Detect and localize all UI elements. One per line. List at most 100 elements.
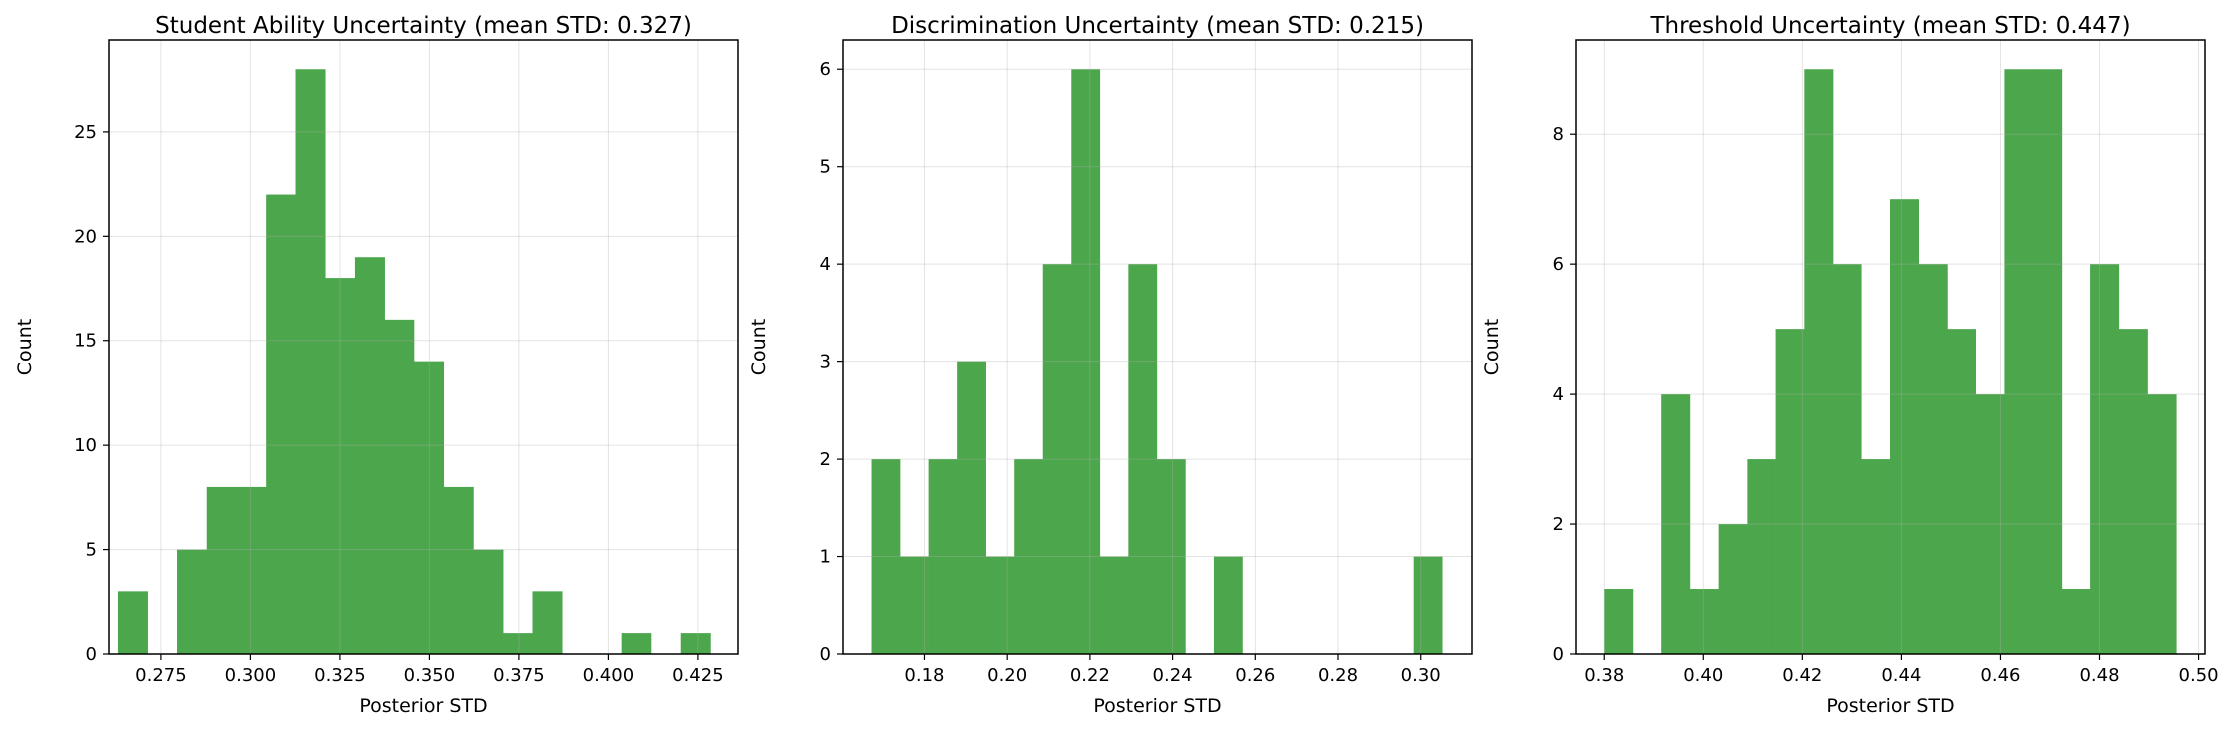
x-tick-label: 0.30 <box>1401 665 1441 686</box>
histogram-bar <box>443 486 474 654</box>
histogram-bar <box>1861 459 1891 654</box>
histogram-bar <box>325 278 356 654</box>
histogram-bar <box>1804 69 1834 654</box>
x-tick-label: 0.46 <box>1980 665 2020 686</box>
histogram-bar <box>1661 394 1691 654</box>
y-tick-label: 6 <box>820 59 831 80</box>
histogram-bar <box>354 257 385 654</box>
y-tick-label: 6 <box>1553 254 1564 275</box>
axes-frame <box>108 39 739 655</box>
chart-title: Discrimination Uncertainty (mean STD: 0.… <box>891 13 1424 39</box>
histogram-bar <box>985 556 1015 654</box>
y-tick-label: 15 <box>74 331 97 352</box>
histogram-bar <box>1947 329 1976 654</box>
histogram-bar <box>266 194 296 654</box>
y-tick-label: 0 <box>1553 644 1564 665</box>
y-tick-label: 20 <box>74 226 97 247</box>
x-tick-label: 0.18 <box>904 665 944 686</box>
histogram-bar <box>1128 264 1158 654</box>
x-axis-label: Posterior STD <box>359 695 487 717</box>
y-tick-label: 4 <box>820 254 831 275</box>
y-tick-label: 0 <box>86 644 97 665</box>
histogram-bar <box>177 549 208 654</box>
histogram-bar <box>1213 556 1243 654</box>
histogram-bar <box>1071 69 1101 654</box>
histogram-bar <box>928 459 958 654</box>
x-tick-label: 0.350 <box>404 665 456 686</box>
histogram-bar <box>2004 69 2034 654</box>
x-tick-label: 0.325 <box>314 665 366 686</box>
x-tick-label: 0.24 <box>1153 665 1193 686</box>
x-tick-label: 0.40 <box>1683 665 1723 686</box>
histogram-bar <box>957 361 986 654</box>
axes-frame <box>842 39 1473 655</box>
y-tick-label: 5 <box>86 540 97 561</box>
histogram-bar <box>1775 329 1805 654</box>
chart-title: Student Ability Uncertainty (mean STD: 0… <box>155 13 692 39</box>
x-tick-label: 0.375 <box>493 665 545 686</box>
histogram-bar <box>900 556 929 654</box>
x-tick-label: 0.22 <box>1070 665 1110 686</box>
x-tick-label: 0.28 <box>1318 665 1358 686</box>
y-tick-label: 25 <box>74 122 97 143</box>
x-tick-label: 0.42 <box>1782 665 1822 686</box>
histogram-bar <box>1890 199 1920 654</box>
x-tick-label: 0.275 <box>135 665 187 686</box>
histogram-bar <box>532 591 563 654</box>
x-tick-label: 0.38 <box>1584 665 1624 686</box>
histogram-panel-2: 0.18 0.20 0.22 0.24 0.26 0.28 0.30 0 1 2 3 4 5 6 Discr… <box>748 13 1473 717</box>
y-tick-label: 1 <box>820 547 831 568</box>
histogram-bar <box>2147 394 2177 654</box>
y-axis-label: Count <box>748 319 770 375</box>
x-tick-label: 0.300 <box>225 665 277 686</box>
histogram-bar <box>1689 589 1719 654</box>
histogram-bar <box>1918 264 1948 654</box>
y-tick-label: 8 <box>1553 124 1564 145</box>
x-tick-label: 0.26 <box>1235 665 1275 686</box>
histogram-bar <box>1099 556 1129 654</box>
histogram-bar <box>503 633 533 654</box>
x-tick-label: 0.400 <box>583 665 635 686</box>
histogram-bar <box>206 486 237 654</box>
y-tick-label: 2 <box>820 449 831 470</box>
histogram-bar <box>414 361 445 654</box>
x-axis-label: Posterior STD <box>1826 695 1954 717</box>
histogram-bar <box>1833 264 1862 654</box>
histogram-bar <box>117 591 148 654</box>
x-tick-label: 0.425 <box>672 665 724 686</box>
histogram-bar <box>1747 459 1776 654</box>
y-axis-label: Count <box>1481 319 1503 375</box>
y-tick-label: 4 <box>1553 384 1564 405</box>
x-tick-label: 0.20 <box>987 665 1027 686</box>
x-tick-label: 0.44 <box>1881 665 1921 686</box>
x-axis-label: Posterior STD <box>1093 695 1221 717</box>
histogram-bar <box>295 69 326 654</box>
histogram-panel-3: 0.38 0.40 0.42 0.44 0.46 0.48 0.50 0 2 4 6 8 Thresho… <box>1481 13 2219 717</box>
y-axis-label: Count <box>14 319 36 375</box>
histogram-bar <box>2090 264 2120 654</box>
y-tick-label: 2 <box>1553 514 1564 535</box>
histogram-bar <box>1604 589 1634 654</box>
chart-title: Threshold Uncertainty (mean STD: 0.447) <box>1649 13 2130 39</box>
axes-frame <box>1575 39 2206 655</box>
histogram-bar <box>871 459 901 654</box>
histogram-bar <box>680 633 711 654</box>
histogram-bar <box>2118 329 2148 654</box>
histogram-bar <box>2061 589 2091 654</box>
histogram-bar <box>473 549 504 654</box>
x-tick-label: 0.48 <box>2079 665 2119 686</box>
histogram-bar <box>1975 394 2005 654</box>
y-tick-label: 3 <box>820 352 831 373</box>
x-tick-label: 0.50 <box>2179 665 2219 686</box>
y-tick-label: 10 <box>74 435 97 456</box>
histogram-bar <box>1413 556 1443 654</box>
histogram-bar <box>1156 459 1186 654</box>
y-tick-label: 5 <box>820 157 831 178</box>
histogram-panel-1: 0.275 0.300 0.325 0.350 0.375 0.400 0.425 0 5 10 1… <box>14 13 739 717</box>
histogram-bar <box>1014 459 1044 654</box>
histogram-bar <box>2033 69 2063 654</box>
histogram-bar <box>236 486 267 654</box>
histogram-bar <box>621 633 652 654</box>
histogram-bar <box>1718 524 1748 654</box>
